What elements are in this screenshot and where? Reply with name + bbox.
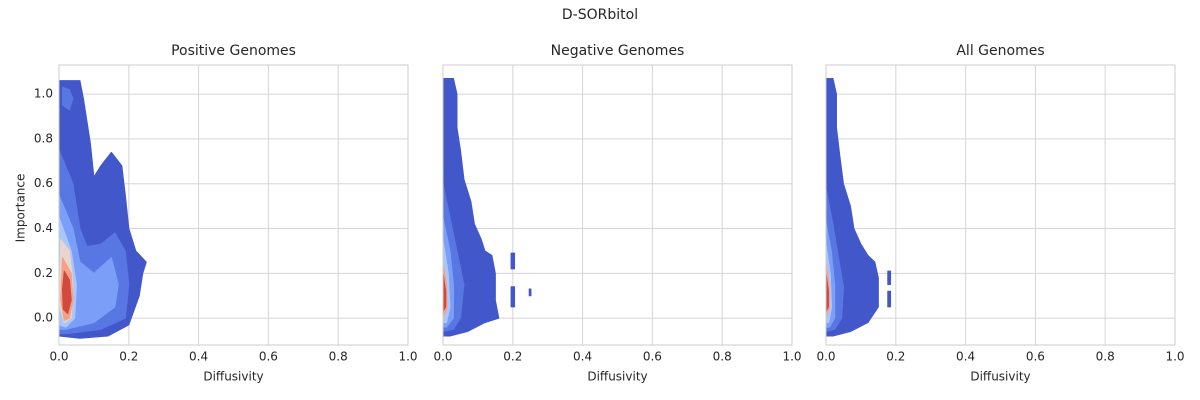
x-tick-label: 0.8 xyxy=(713,350,732,364)
figure-title: D-SORbitol xyxy=(562,7,638,23)
x-axis-label: Diffusivity xyxy=(587,370,647,384)
x-tick-label: 0.2 xyxy=(119,350,138,364)
y-tick-label: 0.6 xyxy=(34,176,53,190)
x-tick-label: 0.2 xyxy=(503,350,522,364)
panel: 0.0 0.2 0.4 0.6 0.8 1.0 Negative Genomes Diffus… xyxy=(433,43,801,384)
x-tick-label: 1.0 xyxy=(398,350,417,364)
y-tick-label: 0.0 xyxy=(34,311,53,325)
x-tick-label: 0.6 xyxy=(643,350,662,364)
x-tick-label: 1.0 xyxy=(1165,350,1184,364)
x-axis-label: Diffusivity xyxy=(970,370,1030,384)
density-contour xyxy=(510,286,516,308)
y-tick-label: 0.8 xyxy=(34,131,53,145)
x-tick-label: 0.0 xyxy=(49,350,68,364)
panel-title: Positive Genomes xyxy=(171,43,296,59)
axes-frame xyxy=(442,64,793,346)
x-tick-label: 0.4 xyxy=(189,350,208,364)
density-contour xyxy=(528,288,532,297)
x-tick-label: 0.6 xyxy=(259,350,278,364)
axes-frame xyxy=(825,64,1176,346)
density-contour xyxy=(887,290,892,308)
x-tick-label: 0.6 xyxy=(1026,350,1045,364)
x-tick-label: 0.2 xyxy=(886,350,905,364)
panel-title: Negative Genomes xyxy=(551,43,685,59)
x-tick-label: 0.8 xyxy=(1096,350,1115,364)
y-tick-label: 1.0 xyxy=(34,87,53,101)
y-tick-label: 0.4 xyxy=(34,221,53,235)
panel: 0.0 0.2 0.4 0.6 0.8 1.0 0.0 0.2 0.4 0.6 0.8 1.0 Posi… xyxy=(14,43,418,384)
x-tick-label: 0.4 xyxy=(573,350,592,364)
density-contour xyxy=(887,270,892,286)
density-contour xyxy=(510,252,516,270)
y-axis-label: Importance xyxy=(14,174,28,243)
density-contour xyxy=(61,86,74,111)
x-tick-label: 1.0 xyxy=(782,350,801,364)
x-tick-label: 0.4 xyxy=(956,350,975,364)
panel: 0.0 0.2 0.4 0.6 0.8 1.0 All Genomes Diffusivity xyxy=(816,43,1184,384)
y-tick-label: 0.2 xyxy=(34,266,53,280)
x-tick-label: 0.8 xyxy=(329,350,348,364)
x-tick-label: 0.0 xyxy=(816,350,835,364)
panel-title: All Genomes xyxy=(956,43,1044,59)
density-contour xyxy=(61,270,72,315)
axes-frame xyxy=(58,64,409,346)
x-tick-label: 0.0 xyxy=(433,350,452,364)
x-axis-label: Diffusivity xyxy=(203,370,263,384)
